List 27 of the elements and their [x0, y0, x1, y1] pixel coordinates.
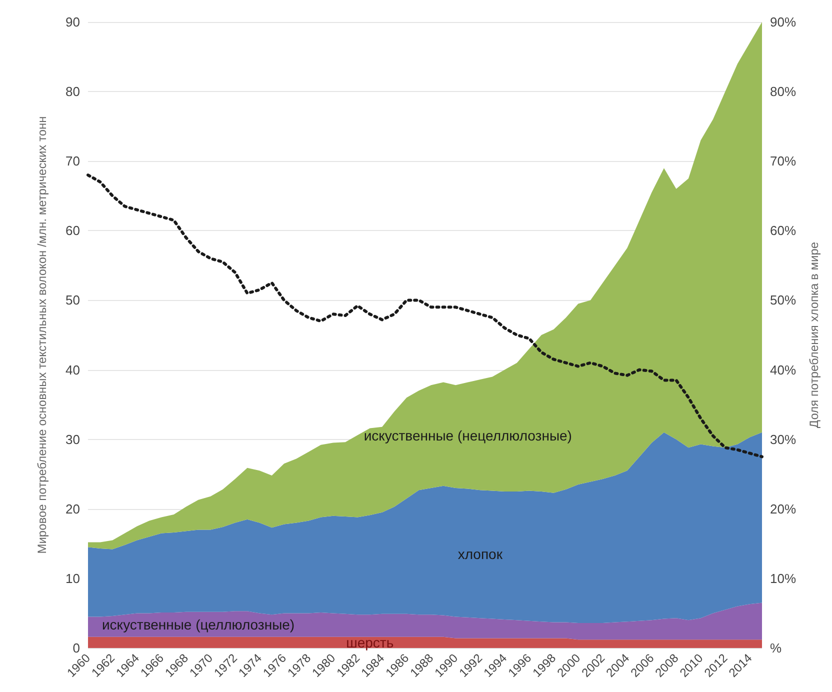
y-tick-label: 70	[66, 154, 80, 169]
series-label: искуственные (нецеллюлозные)	[364, 428, 572, 444]
series-label: искуственные (целлюлозные)	[102, 616, 295, 632]
y2-tick-label: 40%	[770, 362, 796, 378]
y2-tick-label: 50%	[770, 292, 796, 308]
series-label: шерсть	[346, 634, 394, 650]
y-tick-label: 40	[66, 362, 80, 378]
y-tick-label: 90	[66, 14, 80, 30]
y2-tick-label: 60%	[770, 223, 796, 238]
y-tick-label: 60	[66, 223, 80, 238]
y2-axis-title: Доля потребления хлопка в мире	[807, 242, 821, 428]
y-tick-label: 50	[66, 292, 80, 308]
line-series	[86, 174, 764, 458]
y2-tick-label: 20%	[770, 501, 796, 516]
y2-tick-label: 80%	[770, 84, 796, 100]
y2-tick-label: 70%	[770, 154, 796, 169]
y-tick-label: 10	[66, 570, 80, 586]
y-tick-label: 80	[66, 84, 80, 100]
y2-tick-label: 90%	[770, 14, 796, 30]
y-tick-label: 20	[66, 501, 80, 516]
y2-tick-label: %	[770, 640, 782, 656]
y-tick-label: 30	[66, 432, 80, 447]
y2-tick-label: 10%	[770, 570, 796, 586]
y-axis-title: Мировое потребление основных текстильных волокон /млн. метрических тонн	[35, 116, 49, 554]
y2-tick-label: 30%	[770, 432, 796, 447]
y-tick-label: 0	[72, 640, 80, 656]
series-label: хлопок	[458, 546, 504, 562]
